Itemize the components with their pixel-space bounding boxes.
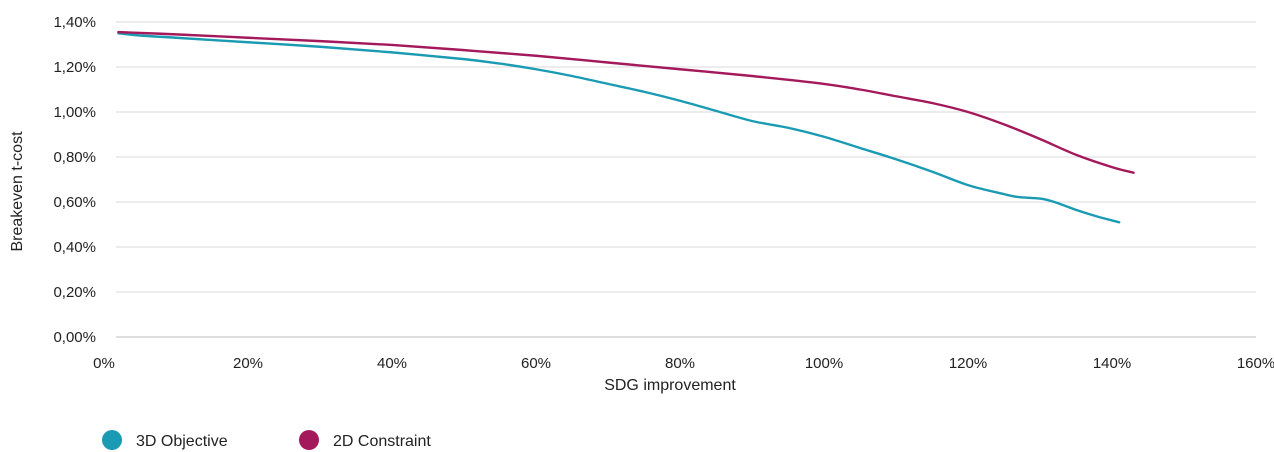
y-tick-label: 0,80% xyxy=(53,149,96,166)
x-axis-title: SDG improvement xyxy=(604,377,736,394)
x-tick-label: 60% xyxy=(521,355,551,372)
y-tick-label: 0,40% xyxy=(53,239,96,256)
x-tick-label: 120% xyxy=(949,355,987,372)
series-lines xyxy=(117,30,1135,224)
gridlines xyxy=(116,21,1256,338)
y-tick-label: 0,60% xyxy=(53,194,96,211)
legend-marker xyxy=(102,430,122,450)
legend-marker xyxy=(299,430,319,450)
y-axis-ticks: 0,00% 0,20% 0,40% 0,60% 0,80% 1,00% 1,20% 1,40% xyxy=(53,14,96,346)
series-line-3d-objective xyxy=(117,32,1121,224)
x-tick-label: 0% xyxy=(93,355,115,372)
x-tick-label: 20% xyxy=(233,355,263,372)
y-tick-label: 1,40% xyxy=(53,14,96,31)
x-tick-label: 140% xyxy=(1093,355,1131,372)
y-axis-title: Breakeven t-cost xyxy=(9,131,26,252)
y-tick-label: 0,20% xyxy=(53,284,96,301)
y-tick-label: 0,00% xyxy=(53,329,96,346)
x-tick-label: 40% xyxy=(377,355,407,372)
x-tick-label: 80% xyxy=(665,355,695,372)
x-tick-label: 160% xyxy=(1237,355,1274,372)
legend: 3D Objective 2D Constraint xyxy=(102,430,431,450)
series-line-2d-constraint xyxy=(117,30,1135,174)
x-tick-label: 100% xyxy=(805,355,843,372)
legend-label: 2D Constraint xyxy=(333,433,431,450)
x-axis-ticks: 0% 20% 40% 60% 80% 100% 120% 140% 160% xyxy=(93,355,1274,372)
y-tick-label: 1,00% xyxy=(53,104,96,121)
y-tick-label: 1,20% xyxy=(53,59,96,76)
legend-label: 3D Objective xyxy=(136,433,228,450)
